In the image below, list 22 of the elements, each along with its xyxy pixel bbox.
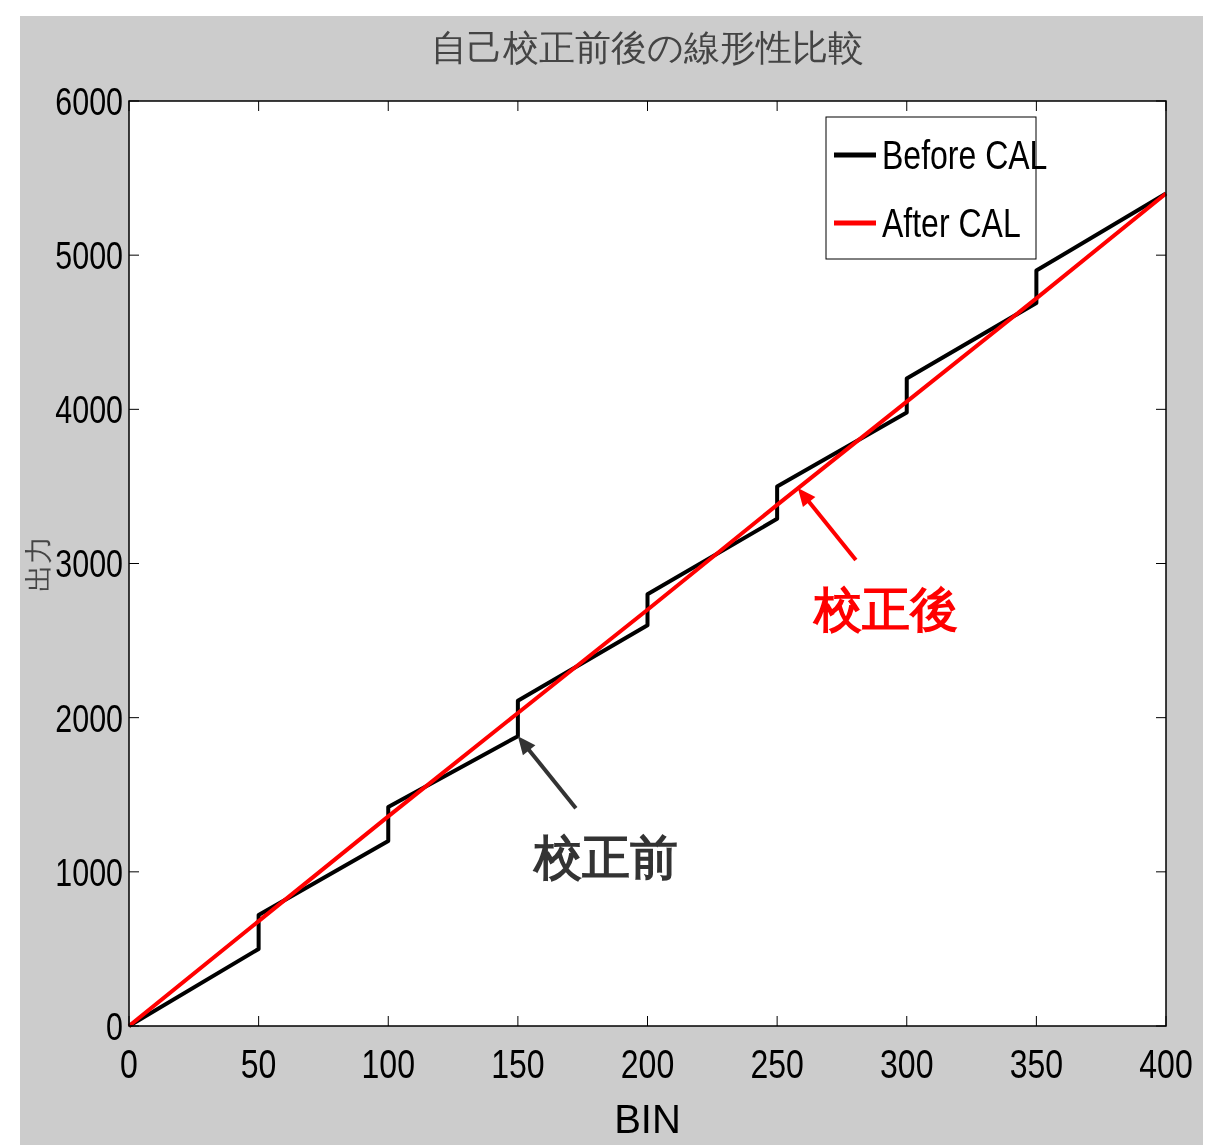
y-tick-label: 2000 xyxy=(55,697,123,740)
y-tick-label: 5000 xyxy=(55,234,123,277)
x-tick-label: 100 xyxy=(361,1041,415,1087)
legend-label: Before CAL xyxy=(882,132,1048,178)
x-tick-label: 250 xyxy=(750,1041,804,1087)
x-tick-label: 400 xyxy=(1139,1041,1193,1087)
x-tick-label: 150 xyxy=(491,1041,545,1087)
chart-title: 自己校正前後の線形性比較 xyxy=(431,27,864,68)
y-tick-label: 0 xyxy=(106,1005,123,1048)
y-tick-label: 4000 xyxy=(55,389,123,432)
y-tick-label: 1000 xyxy=(55,851,123,894)
x-tick-label: 300 xyxy=(880,1041,934,1087)
x-tick-label: 350 xyxy=(1009,1041,1064,1087)
annotation: 校正前 xyxy=(531,829,678,886)
y-tick-label: 6000 xyxy=(55,80,123,123)
annotation: 校正後 xyxy=(811,580,958,637)
x-tick-label: 50 xyxy=(240,1041,277,1087)
x-axis-title: BIN xyxy=(614,1097,681,1141)
y-tick-label: 3000 xyxy=(55,543,123,586)
x-tick-label: 200 xyxy=(620,1041,675,1087)
legend-label: After CAL xyxy=(882,200,1021,246)
y-axis-title: 出力 xyxy=(22,535,55,592)
